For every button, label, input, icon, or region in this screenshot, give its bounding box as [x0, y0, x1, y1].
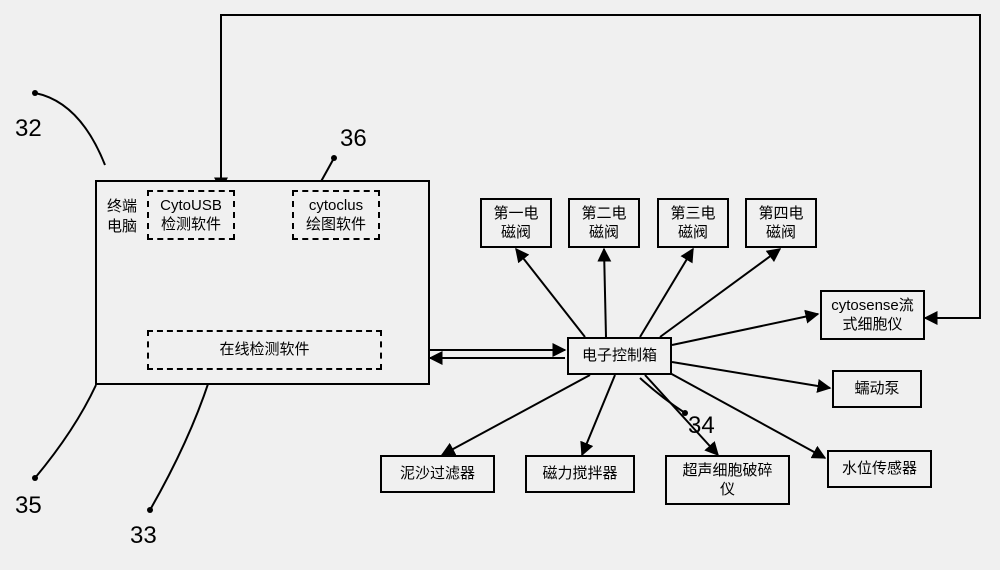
- cytosense-box: cytosense流 式细胞仪: [820, 290, 925, 340]
- cytousb-sw-box: CytoUSB 检测软件: [147, 190, 235, 240]
- label-33: 33: [130, 522, 157, 550]
- edge-ctrl-filter: [442, 375, 590, 455]
- ultrasonic-box: 超声细胞破碎 仪: [665, 455, 790, 505]
- terminal-pc-title: 终端 电脑: [107, 197, 137, 236]
- leader-32: [35, 93, 105, 165]
- terminal-pc-box: 终端 电脑 CytoUSB 检测软件 cytoclus 绘图软件 在线检测软件: [95, 180, 430, 385]
- leader-34: [640, 378, 685, 413]
- dot-35: [32, 475, 38, 481]
- dot-33: [147, 507, 153, 513]
- edge-ctrl-cytosense: [672, 314, 818, 345]
- level-sensor-box: 水位传感器: [827, 450, 932, 488]
- leader-33: [150, 378, 210, 510]
- valve-4-box: 第四电 磁阀: [745, 198, 817, 248]
- dot-36: [331, 155, 337, 161]
- peristaltic-pump-box: 蠕动泵: [832, 370, 922, 408]
- leader-35: [35, 385, 96, 478]
- edge-ctrl-stirrer: [582, 375, 615, 455]
- label-32: 32: [15, 115, 42, 143]
- valve-1-box: 第一电 磁阀: [480, 198, 552, 248]
- edge-ctrl-v3: [640, 249, 693, 337]
- valve-2-box: 第二电 磁阀: [568, 198, 640, 248]
- controller-box: 电子控制箱: [567, 337, 672, 375]
- online-sw-box: 在线检测软件: [147, 330, 382, 370]
- dot-32: [32, 90, 38, 96]
- magnetic-stirrer-box: 磁力搅拌器: [525, 455, 635, 493]
- edge-ctrl-v4: [660, 249, 780, 337]
- sediment-filter-box: 泥沙过滤器: [380, 455, 495, 493]
- valve-3-box: 第三电 磁阀: [657, 198, 729, 248]
- edge-ctrl-v2: [604, 249, 606, 337]
- label-36: 36: [340, 125, 367, 153]
- cytoclus-sw-box: cytoclus 绘图软件: [292, 190, 380, 240]
- label-35: 35: [15, 492, 42, 520]
- label-34: 34: [688, 412, 715, 440]
- edge-ctrl-pump: [672, 362, 830, 388]
- edge-ctrl-v1: [516, 249, 585, 337]
